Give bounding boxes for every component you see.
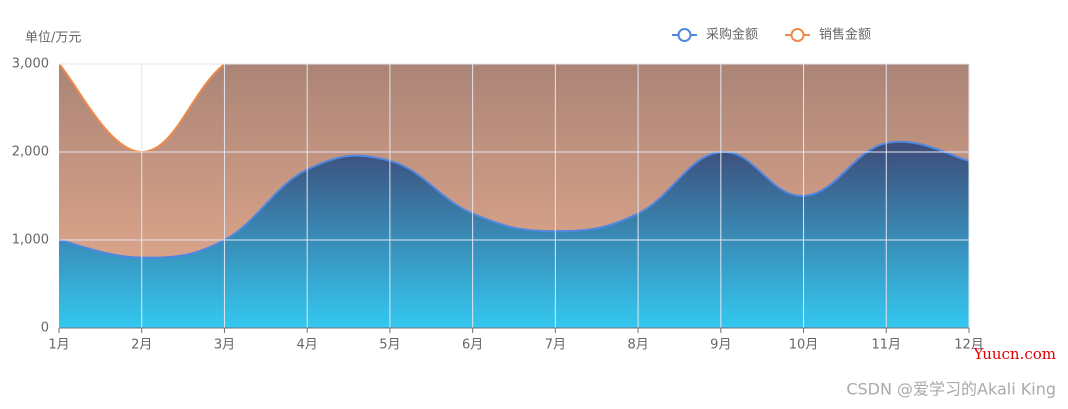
x-tick-label: 5月 (379, 338, 400, 353)
y-tick-label: 1,000 (12, 233, 49, 248)
legend-marker (790, 28, 805, 42)
x-tick-label: 2月 (131, 338, 152, 353)
x-tick-label: 10月 (789, 338, 819, 353)
watermark: Yuucn.com (973, 345, 1056, 363)
legend-label: 销售金额 (819, 27, 871, 43)
watermark: CSDN @爱学习的Akali King (846, 380, 1056, 399)
x-tick-label: 7月 (545, 338, 566, 353)
y-tick-label: 2,000 (12, 145, 49, 160)
line (59, 64, 227, 154)
x-tick-label: 1月 (48, 338, 69, 353)
x-tick-label: 11月 (871, 338, 901, 353)
legend-label: 采购金额 (706, 27, 758, 43)
legend-marker (677, 28, 692, 42)
x-tick-label: 12月 (954, 338, 984, 353)
x-tick-label: 8月 (627, 338, 648, 353)
x-tick-label: 9月 (710, 338, 731, 353)
y-axis-label: 单位/万元 (25, 31, 81, 46)
line (59, 140, 969, 259)
y-tick-label: 0 (41, 321, 49, 336)
x-tick-label: 3月 (214, 338, 235, 353)
y-tick-label: 3,000 (12, 57, 49, 72)
area (59, 141, 969, 328)
x-tick-label: 4月 (297, 338, 318, 353)
x-tick-label: 6月 (462, 338, 483, 353)
